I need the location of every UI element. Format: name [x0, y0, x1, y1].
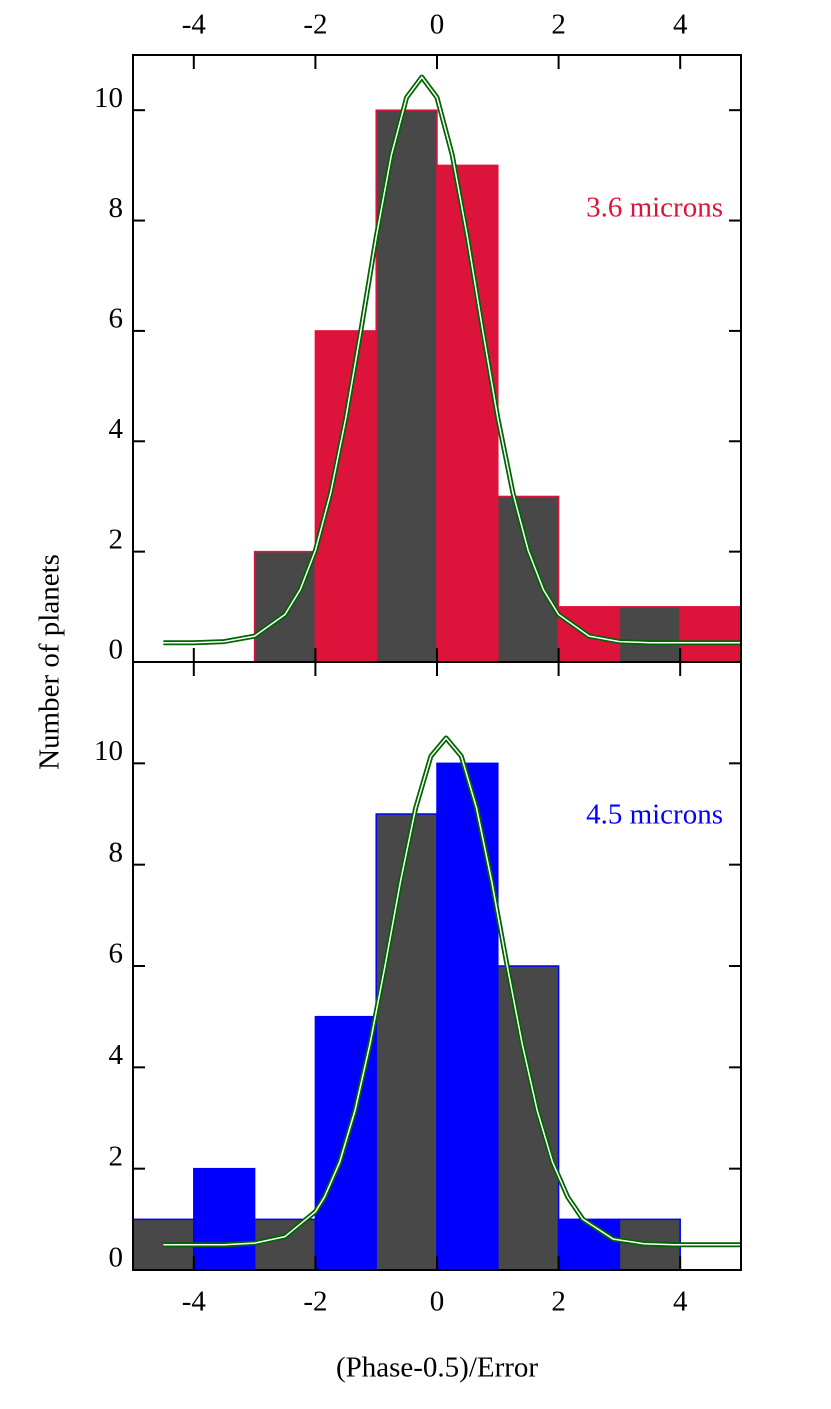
y-tick-label: 4	[109, 413, 124, 445]
fit-curve-inner	[163, 737, 741, 1246]
x-tick-label: -4	[182, 1286, 207, 1318]
y-axis-label: Number of planets	[34, 554, 66, 770]
bar	[436, 762, 499, 1271]
y-tick-label: 2	[109, 523, 124, 555]
y-tick-label: 2	[109, 1140, 124, 1172]
bar	[679, 606, 742, 663]
y-tick-label: 10	[94, 735, 123, 767]
bar	[193, 1167, 256, 1271]
y-tick-label: 0	[109, 1242, 124, 1274]
bar	[618, 606, 681, 663]
x-tick-label: 0	[430, 9, 445, 41]
x-tick-label: 4	[673, 1286, 688, 1318]
y-tick-label: 0	[109, 634, 124, 666]
bar	[497, 965, 560, 1271]
y-tick-label: 4	[109, 1039, 124, 1071]
x-tick-label: 2	[551, 9, 566, 41]
bar	[375, 813, 438, 1271]
bar	[497, 495, 560, 663]
y-tick-label: 8	[109, 192, 124, 224]
x-tick-label: -2	[303, 9, 327, 41]
annotation: 3.6 microns	[586, 191, 723, 223]
bar	[375, 109, 438, 663]
x-tick-label: 4	[673, 9, 688, 41]
bar	[557, 1218, 621, 1271]
x-tick-label: -4	[182, 9, 207, 41]
x-tick-label: 0	[430, 1286, 445, 1318]
fit-curve-inner	[163, 76, 741, 644]
bar	[253, 1218, 317, 1271]
x-axis-label: (Phase-0.5)/Error	[336, 1352, 538, 1384]
y-tick-label: 6	[109, 303, 124, 335]
x-tick-label: -2	[303, 1286, 327, 1318]
bar	[314, 330, 377, 663]
y-tick-label: 6	[109, 938, 124, 970]
x-tick-label: 2	[551, 1286, 566, 1318]
y-tick-label: 8	[109, 836, 124, 868]
annotation: 4.5 microns	[586, 799, 723, 831]
y-tick-label: 10	[94, 82, 123, 114]
